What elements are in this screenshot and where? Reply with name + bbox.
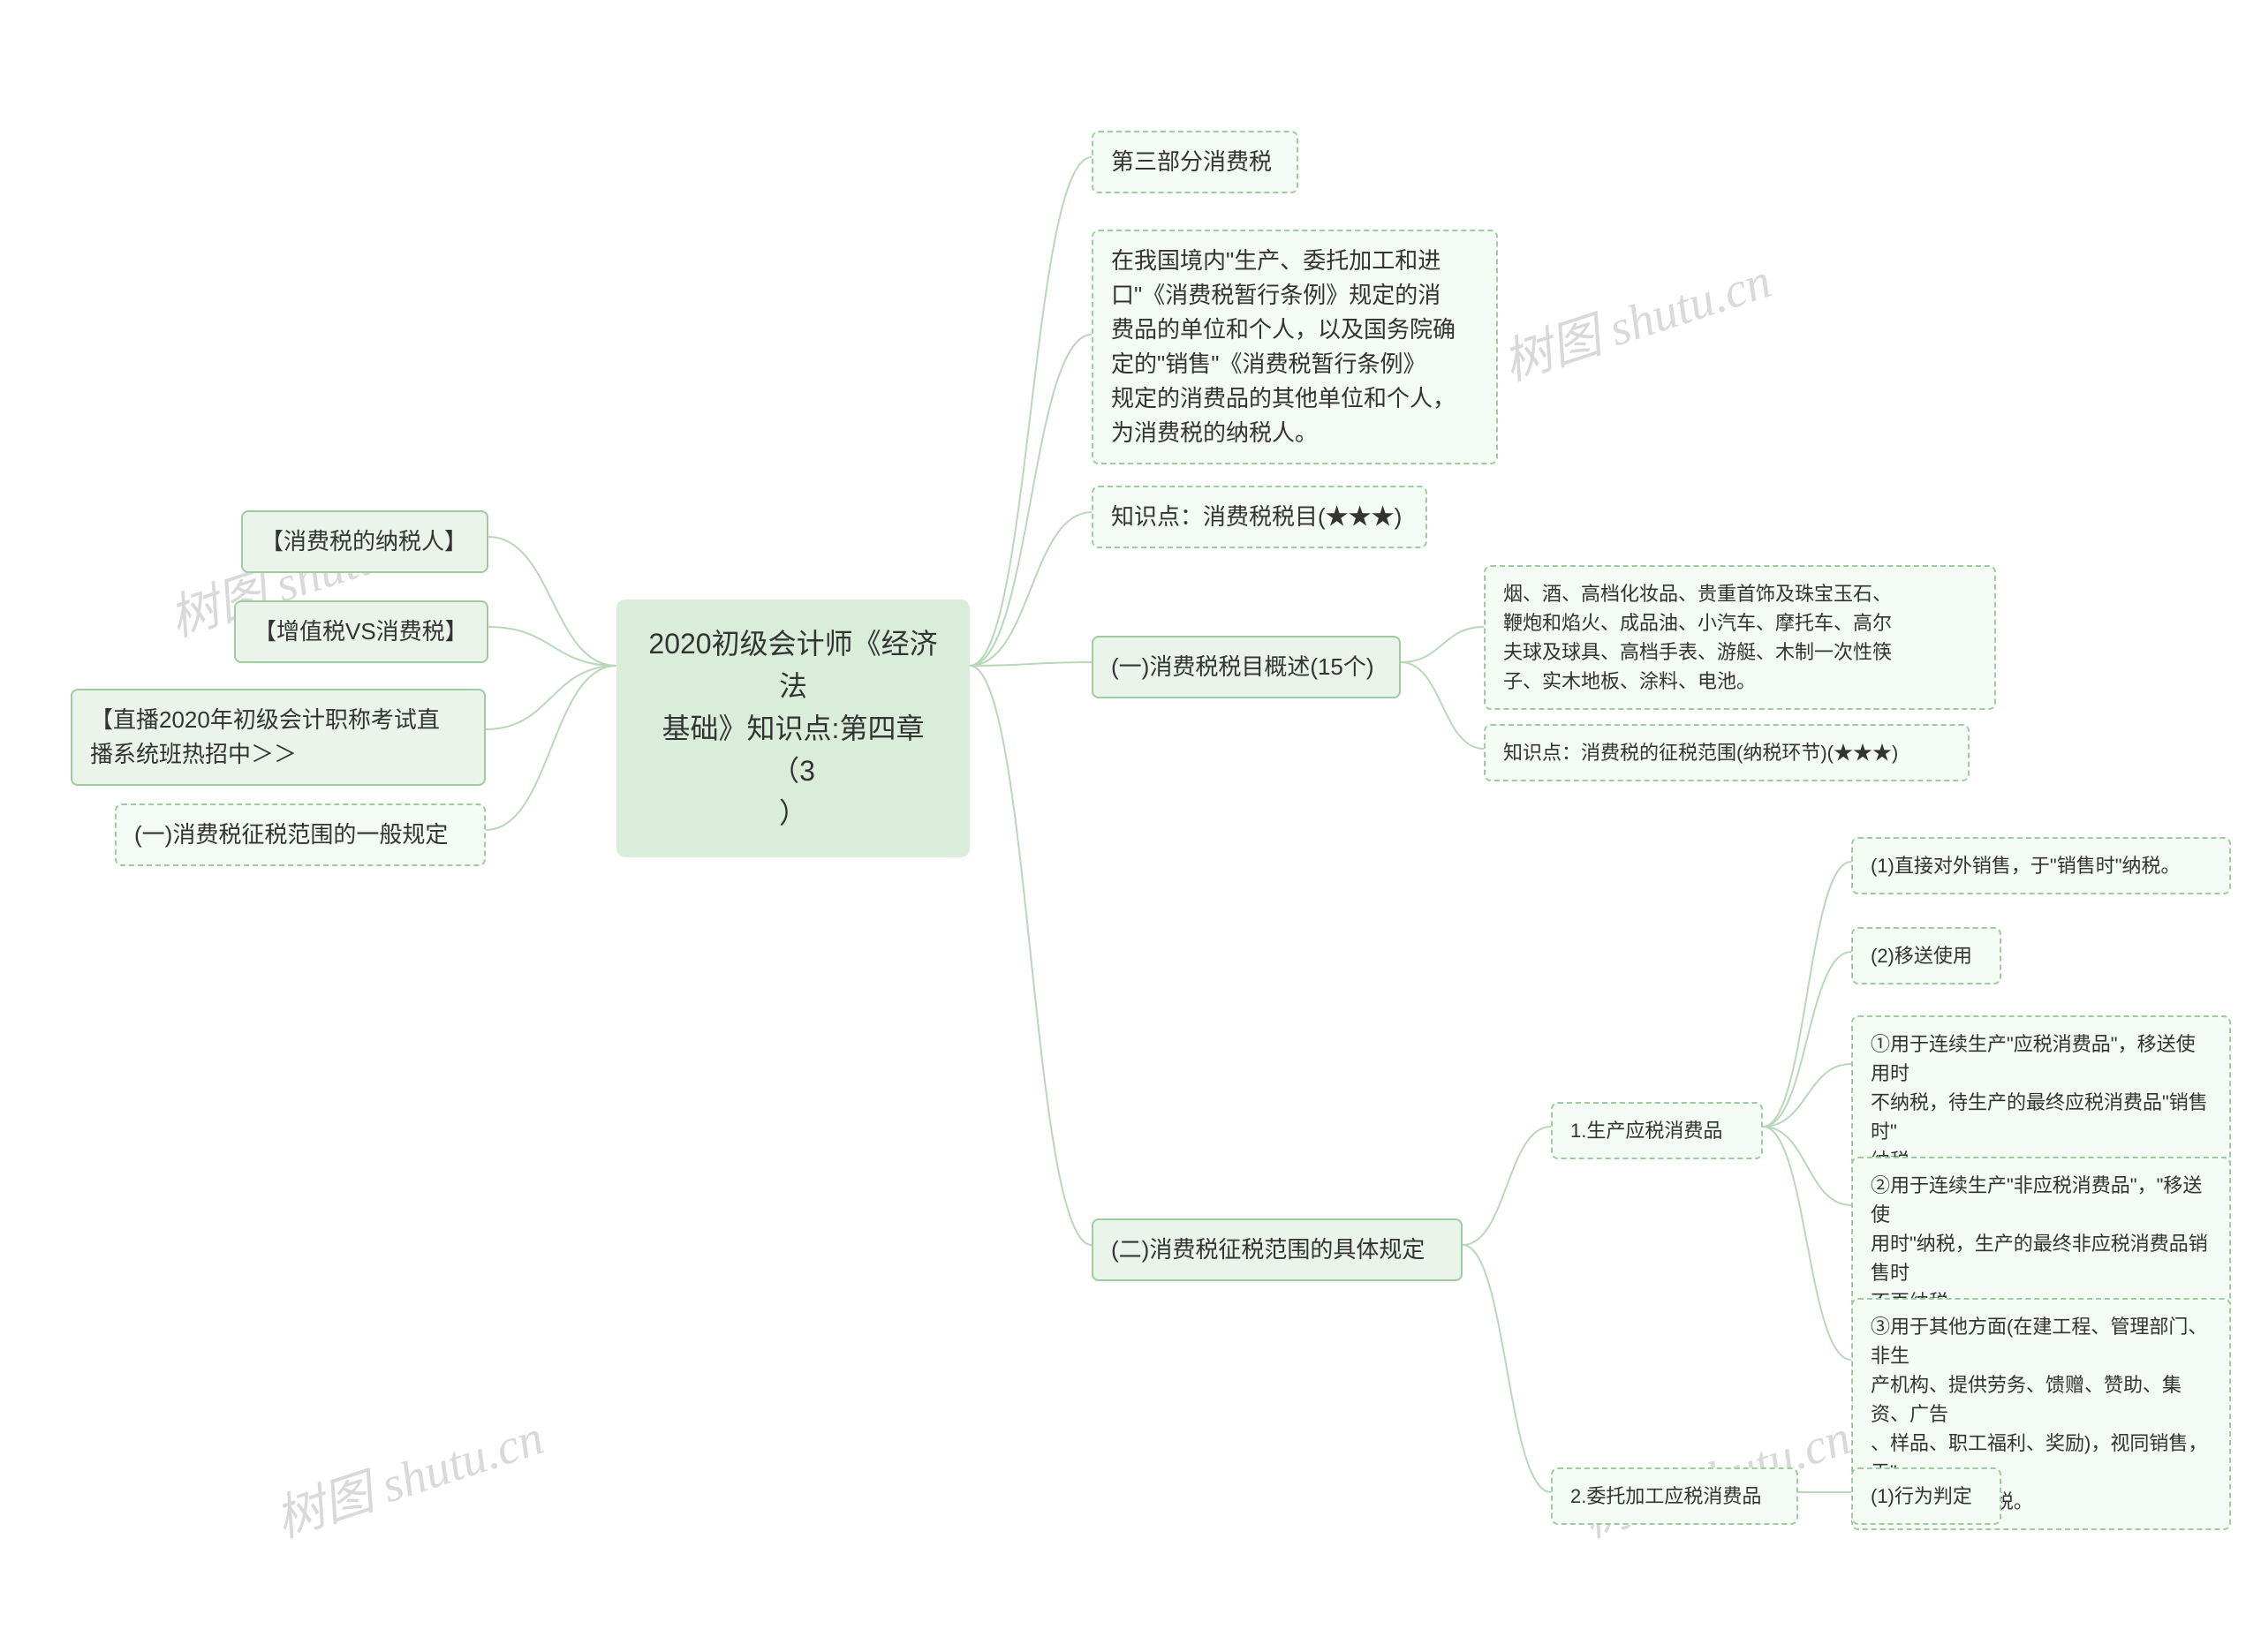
edge bbox=[1763, 1064, 1851, 1127]
node-r5b1[interactable]: (1)行为判定 bbox=[1851, 1467, 2001, 1525]
node-r5b[interactable]: 2.委托加工应税消费品 bbox=[1551, 1467, 1798, 1525]
edge bbox=[486, 666, 616, 729]
edge bbox=[1401, 627, 1484, 662]
edge bbox=[488, 627, 616, 666]
watermark: 树图 shutu.cn bbox=[1493, 241, 1779, 395]
edge bbox=[1463, 1245, 1551, 1492]
edge bbox=[970, 157, 1092, 666]
node-r5[interactable]: (二)消费税征税范围的具体规定 bbox=[1092, 1218, 1463, 1281]
node-r4[interactable]: (一)消费税税目概述(15个) bbox=[1092, 636, 1401, 698]
node-r3[interactable]: 知识点：消费税税目(★★★) bbox=[1092, 486, 1427, 548]
node-l2[interactable]: 【增值税VS消费税】 bbox=[234, 600, 488, 663]
node-r5a[interactable]: 1.生产应税消费品 bbox=[1551, 1102, 1763, 1159]
edge bbox=[1463, 1127, 1551, 1245]
edge bbox=[486, 666, 616, 830]
edge bbox=[970, 335, 1092, 666]
edge bbox=[488, 537, 616, 666]
watermark: 树图 shutu.cn bbox=[265, 1398, 551, 1551]
root-node[interactable]: 2020初级会计师《经济法 基础》知识点:第四章（3 ） bbox=[616, 600, 970, 857]
edge bbox=[1763, 1127, 1851, 1205]
node-r4a[interactable]: 烟、酒、高档化妆品、贵重首饰及珠宝玉石、 鞭炮和焰火、成品油、小汽车、摩托车、高… bbox=[1484, 565, 1996, 710]
node-r2[interactable]: 在我国境内"生产、委托加工和进 口"《消费税暂行条例》规定的消 费品的单位和个人… bbox=[1092, 230, 1498, 464]
edge bbox=[970, 666, 1092, 1245]
edge bbox=[970, 662, 1092, 666]
edge bbox=[1401, 662, 1484, 749]
node-l1[interactable]: 【消费税的纳税人】 bbox=[241, 510, 488, 573]
edge bbox=[1763, 862, 1851, 1127]
node-l4[interactable]: (一)消费税征税范围的一般规定 bbox=[115, 803, 486, 866]
mindmap-canvas: 树图 shutu.cn 树图 shutu.cn 树图 shutu.cn 树图 s… bbox=[0, 0, 2261, 1652]
node-r5a1[interactable]: (1)直接对外销售，于"销售时"纳税。 bbox=[1851, 837, 2231, 894]
edge bbox=[1763, 952, 1851, 1127]
node-r5a2[interactable]: (2)移送使用 bbox=[1851, 927, 2001, 984]
edge bbox=[970, 512, 1092, 666]
node-r1[interactable]: 第三部分消费税 bbox=[1092, 131, 1298, 193]
edge bbox=[1763, 1127, 1851, 1360]
node-r4b[interactable]: 知识点：消费税的征税范围(纳税环节)(★★★) bbox=[1484, 724, 1970, 781]
node-l3[interactable]: 【直播2020年初级会计职称考试直 播系统班热招中＞＞ bbox=[71, 689, 486, 786]
